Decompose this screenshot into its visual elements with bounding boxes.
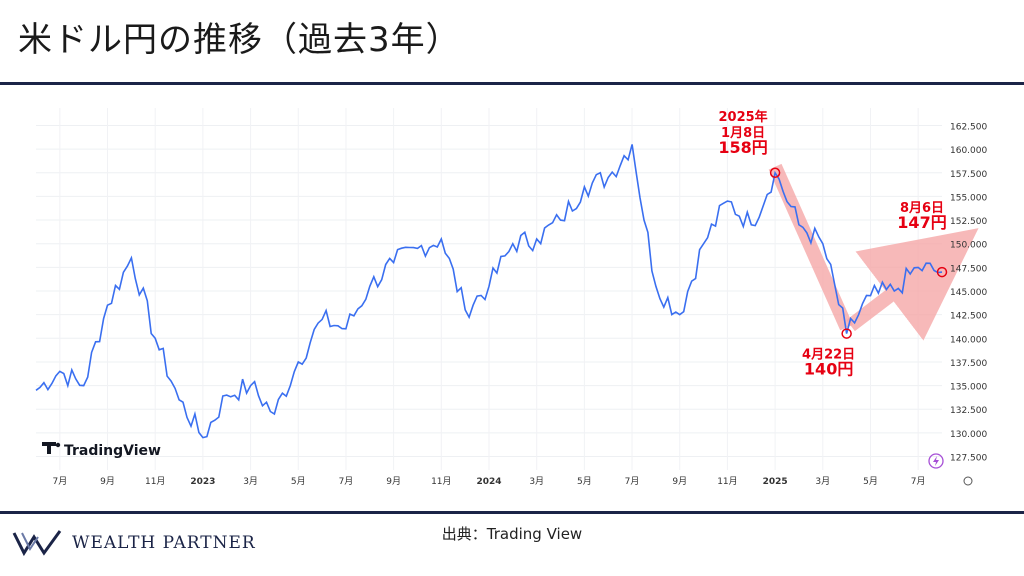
- y-tick-label: 140.000: [950, 335, 987, 345]
- annotation-markers: [769, 167, 948, 339]
- x-tick-label: 7月: [625, 476, 640, 487]
- annotation-date: 2025年: [719, 109, 768, 125]
- x-tick-label: 2023: [190, 477, 215, 487]
- annotation-price: 158円: [718, 138, 767, 157]
- brand-name: WEALTH PARTNER: [72, 533, 256, 553]
- watermark-text: TradingView: [64, 443, 161, 459]
- x-tick-label: 5月: [577, 476, 592, 487]
- page-title: 米ドル円の推移（過去3年）: [18, 20, 461, 60]
- y-tick-label: 155.000: [950, 193, 987, 203]
- x-tick-label: 11月: [145, 476, 165, 487]
- y-tick-label: 152.500: [950, 217, 987, 227]
- x-tick-label: 3月: [243, 476, 258, 487]
- x-tick-label: 9月: [672, 476, 687, 487]
- title-divider: [0, 82, 1024, 85]
- x-axis-labels: 7月 9月 11月 2023 3月 5月 7月 9月 11月 2024 3月 5月 7月 9月 11月 202…: [52, 476, 925, 487]
- y-tick-label: 147.500: [950, 264, 987, 274]
- y-tick-label: 142.500: [950, 312, 987, 322]
- y-tick-label: 150.000: [950, 241, 987, 251]
- x-tick-label: 3月: [529, 476, 544, 487]
- uptrend-arrow: [846, 228, 979, 341]
- brand-logo: WEALTH PARTNER: [12, 529, 256, 557]
- x-tick-label: 5月: [291, 476, 306, 487]
- y-tick-label: 127.500: [950, 454, 987, 464]
- bolt-icon[interactable]: [928, 453, 944, 469]
- source-caption: 出典：Trading View: [441, 525, 583, 543]
- y-axis-labels: 162.500 160.000 157.500 155.000 152.500 150.0…: [950, 122, 987, 463]
- y-tick-label: 137.500: [950, 359, 987, 369]
- wealth-partner-logo-icon: [12, 530, 62, 557]
- x-tick-label: 11月: [717, 476, 737, 487]
- y-tick-label: 130.000: [950, 430, 987, 440]
- price-line: [35, 144, 943, 439]
- annotation-date: 1月8日: [721, 126, 765, 141]
- annotation-price: 140円: [804, 360, 853, 379]
- y-tick-label: 135.000: [950, 383, 987, 393]
- x-tick-label: 11月: [431, 476, 451, 487]
- settings-icon[interactable]: [963, 476, 973, 486]
- x-tick-label: 9月: [386, 476, 401, 487]
- x-tick-label: 2024: [476, 477, 501, 487]
- x-tick-label: 3月: [815, 476, 830, 487]
- annotation-date: 8月6日: [900, 201, 944, 216]
- y-tick-label: 145.000: [950, 288, 987, 298]
- annotation-marker: [769, 167, 781, 179]
- annotation-date: 4月22日: [802, 348, 855, 363]
- x-tick-label: 7月: [911, 476, 926, 487]
- y-tick-label: 157.500: [950, 170, 987, 180]
- x-tick-label: 5月: [863, 476, 878, 487]
- annotation-marker: [936, 266, 948, 278]
- y-tick-label: 160.000: [950, 146, 987, 156]
- x-tick-label: 7月: [52, 476, 67, 487]
- y-tick-label: 132.500: [950, 406, 987, 416]
- x-tick-label: 9月: [100, 476, 115, 487]
- x-tick-label: 2025: [763, 477, 788, 487]
- tradingview-watermark: TradingView: [42, 442, 161, 459]
- y-tick-label: 162.500: [950, 122, 987, 132]
- downtrend-arrow: [768, 163, 854, 331]
- trend-arrows: [768, 163, 979, 341]
- annotation-marker: [841, 328, 852, 339]
- annotation-price: 147円: [897, 213, 946, 232]
- usdjpy-chart: 162.500 160.000 157.500 155.000 152.500 150.0…: [35, 108, 987, 487]
- x-tick-label: 7月: [339, 476, 354, 487]
- footer-divider: [0, 511, 1024, 514]
